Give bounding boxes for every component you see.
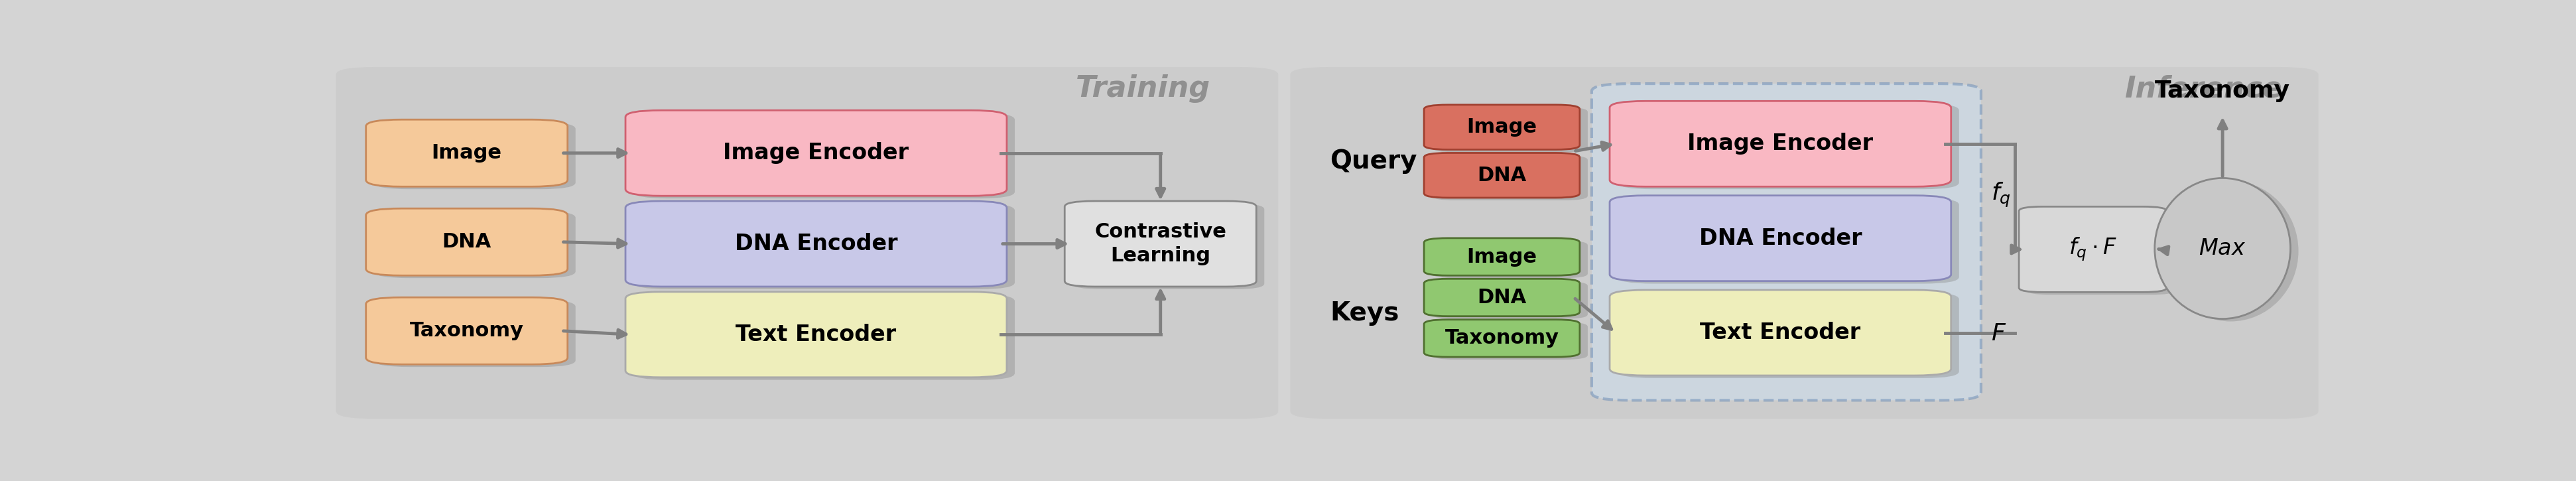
Text: $f_q \cdot F$: $f_q \cdot F$ — [2069, 236, 2117, 263]
FancyBboxPatch shape — [335, 67, 1278, 419]
FancyBboxPatch shape — [374, 122, 574, 189]
FancyBboxPatch shape — [1432, 107, 1587, 152]
FancyBboxPatch shape — [1610, 101, 1950, 187]
FancyBboxPatch shape — [634, 113, 1015, 199]
Text: Image Encoder: Image Encoder — [1687, 133, 1873, 155]
Text: DNA Encoder: DNA Encoder — [734, 233, 896, 255]
FancyBboxPatch shape — [626, 110, 1007, 196]
FancyBboxPatch shape — [1610, 195, 1950, 281]
FancyBboxPatch shape — [1425, 279, 1579, 316]
FancyBboxPatch shape — [1618, 198, 1960, 284]
FancyBboxPatch shape — [1064, 201, 1257, 287]
FancyBboxPatch shape — [634, 203, 1015, 289]
Text: Inference: Inference — [2125, 75, 2282, 103]
FancyBboxPatch shape — [1432, 281, 1587, 319]
Text: Image: Image — [433, 143, 502, 163]
FancyBboxPatch shape — [1425, 105, 1579, 150]
FancyBboxPatch shape — [1072, 203, 1265, 289]
FancyBboxPatch shape — [634, 294, 1015, 380]
Ellipse shape — [2164, 181, 2298, 321]
FancyBboxPatch shape — [2020, 207, 2166, 292]
FancyBboxPatch shape — [1425, 319, 1579, 357]
FancyBboxPatch shape — [366, 297, 567, 365]
Text: DNA Encoder: DNA Encoder — [1700, 228, 1862, 249]
FancyBboxPatch shape — [374, 300, 574, 367]
FancyBboxPatch shape — [626, 292, 1007, 378]
Text: Taxonomy: Taxonomy — [1445, 329, 1558, 348]
FancyBboxPatch shape — [1425, 153, 1579, 198]
Text: DNA: DNA — [1476, 165, 1528, 185]
Text: Taxonomy: Taxonomy — [2156, 80, 2290, 102]
Text: DNA: DNA — [443, 232, 492, 252]
Ellipse shape — [2154, 178, 2290, 319]
Text: $Max$: $Max$ — [2200, 238, 2246, 259]
FancyBboxPatch shape — [1618, 103, 1960, 189]
Text: Keys: Keys — [1329, 301, 1399, 326]
FancyBboxPatch shape — [1432, 155, 1587, 200]
Text: Image Encoder: Image Encoder — [724, 142, 909, 164]
Text: $f_q$: $f_q$ — [1991, 181, 2012, 209]
FancyBboxPatch shape — [2027, 209, 2174, 295]
Text: Contrastive
Learning: Contrastive Learning — [1095, 222, 1226, 266]
FancyBboxPatch shape — [1610, 290, 1950, 376]
FancyBboxPatch shape — [1592, 84, 1981, 400]
Text: Image: Image — [1466, 247, 1538, 266]
Text: Training: Training — [1077, 75, 1211, 103]
Text: Taxonomy: Taxonomy — [410, 321, 523, 341]
Text: DNA: DNA — [1476, 288, 1528, 307]
FancyBboxPatch shape — [1291, 67, 2318, 419]
Text: $F$: $F$ — [1991, 322, 2007, 345]
FancyBboxPatch shape — [366, 120, 567, 187]
Text: Text Encoder: Text Encoder — [1700, 322, 1860, 343]
FancyBboxPatch shape — [374, 211, 574, 278]
FancyBboxPatch shape — [1432, 240, 1587, 278]
FancyBboxPatch shape — [366, 208, 567, 276]
FancyBboxPatch shape — [1618, 292, 1960, 378]
FancyBboxPatch shape — [1425, 238, 1579, 276]
Text: Query: Query — [1329, 149, 1417, 174]
FancyBboxPatch shape — [1432, 322, 1587, 360]
Text: Image: Image — [1466, 117, 1538, 137]
Text: Text Encoder: Text Encoder — [737, 324, 896, 345]
FancyBboxPatch shape — [626, 201, 1007, 287]
